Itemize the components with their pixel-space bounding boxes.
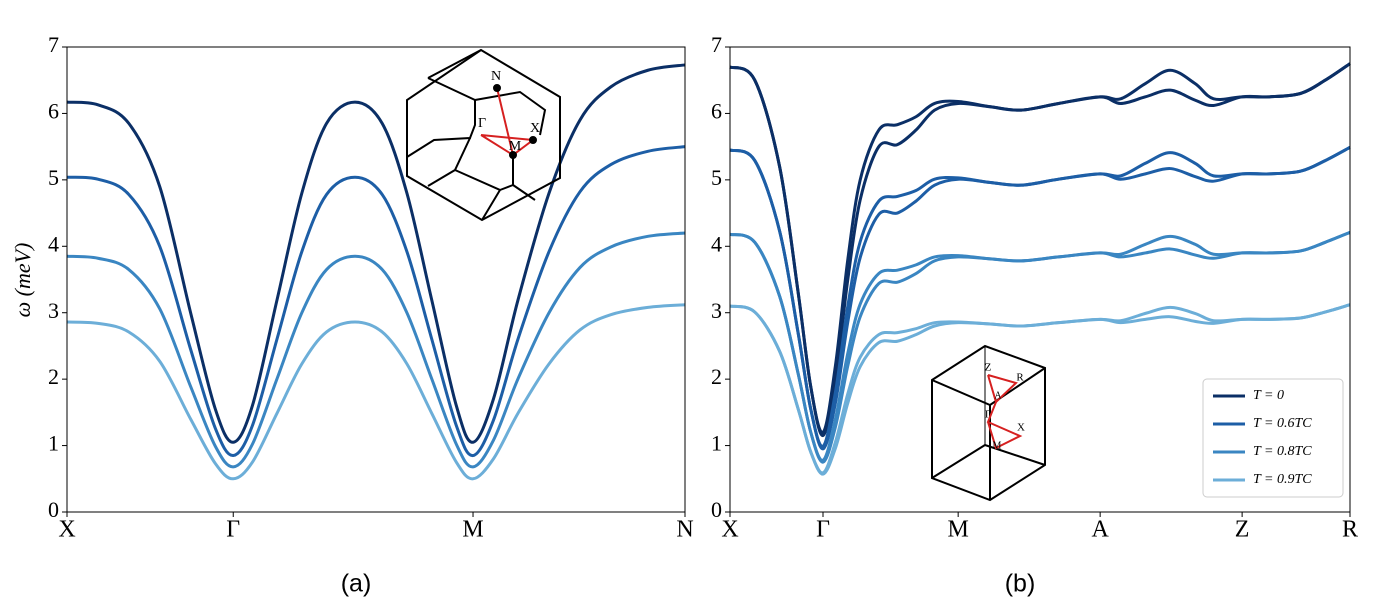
- y-axis-label: ω (meV): [10, 243, 35, 318]
- y-tick-label: 2: [711, 364, 722, 389]
- x-tick-label: N: [676, 517, 693, 543]
- inset-label: Γ: [478, 116, 486, 131]
- y-tick-label: 3: [48, 298, 59, 323]
- y-tick-label: 4: [711, 231, 722, 256]
- path-line: [496, 87, 514, 156]
- inset-a: [406, 48, 561, 222]
- point: [493, 84, 501, 92]
- series-line: [729, 145, 1351, 451]
- series-line: [66, 145, 686, 458]
- zone-edge: [474, 90, 547, 136]
- series-line: [66, 231, 686, 469]
- path-line: [986, 401, 1023, 450]
- caption: (b): [1005, 570, 1036, 598]
- series-line: [729, 303, 1351, 476]
- inset-b: [931, 344, 1046, 502]
- x-tick-label: Γ: [816, 517, 830, 543]
- y-tick-label: 6: [711, 98, 722, 123]
- zone-edge: [427, 49, 482, 79]
- series-line: [66, 303, 686, 481]
- x-tick-label: Z: [1235, 517, 1250, 543]
- series-line: [729, 230, 1351, 464]
- x-tick-label: Γ: [226, 517, 240, 543]
- legend-label: T = 0: [1253, 388, 1284, 403]
- path-line: [480, 134, 536, 157]
- point: [529, 136, 537, 144]
- point: [509, 151, 517, 159]
- y-tick-label: 5: [711, 165, 722, 190]
- legend-label: T = 0.8TC: [1253, 444, 1312, 459]
- x-tick-label: R: [1342, 517, 1358, 543]
- zone-edge: [931, 367, 1046, 407]
- inset-label: Γ: [985, 409, 991, 421]
- inset-label: N: [491, 69, 501, 84]
- path-line: [987, 374, 1018, 404]
- caption: (a): [341, 570, 372, 598]
- x-tick-label: X: [721, 517, 738, 543]
- inset-label: A: [994, 390, 1002, 401]
- zone-edge: [427, 137, 471, 187]
- inset-label: X: [1017, 422, 1025, 434]
- series-line: [729, 62, 1351, 438]
- legend-label: T = 0.9TC: [1253, 472, 1312, 487]
- series-line: [729, 62, 1351, 434]
- zone-edge: [931, 443, 1046, 479]
- inset-label: Z: [985, 362, 992, 374]
- series-line: [66, 63, 686, 444]
- zone-edge: [499, 155, 514, 191]
- x-tick-label: X: [58, 517, 75, 543]
- inset-label: R: [1016, 372, 1024, 384]
- legend-label: T = 0.6TC: [1253, 416, 1312, 431]
- inset-label: M: [993, 440, 1002, 451]
- zone-edge: [406, 77, 476, 158]
- inset-label: M: [509, 139, 522, 154]
- y-tick-label: 5: [48, 165, 59, 190]
- plot-frame: [66, 46, 686, 513]
- y-tick-label: 2: [48, 364, 59, 389]
- y-tick-label: 0: [711, 497, 722, 522]
- plots: 0 1 2 3 4 5 6 7 X Γ M N (a) 0 1 2 3 4 5 6 7 X Γ M A Z R (b) T = 0 T =…: [48, 32, 1358, 598]
- panel: 0 1 2 3 4 5 6 7 X Γ M A Z R (b) T = 0 T = 0.6TC T = 0.8TC…: [711, 32, 1358, 598]
- x-tick-label: A: [1091, 517, 1109, 543]
- y-tick-label: 1: [48, 431, 59, 456]
- y-tick-label: 1: [711, 431, 722, 456]
- zone-edge: [454, 169, 502, 221]
- y-tick-label: 0: [48, 497, 59, 522]
- plot-frame: [729, 46, 1351, 513]
- y-tick-label: 4: [48, 231, 59, 256]
- zone-edge: [512, 184, 536, 201]
- y-tick-label: 6: [48, 98, 59, 123]
- x-tick-label: M: [947, 517, 968, 543]
- y-tick-label: 7: [48, 32, 59, 57]
- y-tick-label: 7: [711, 32, 722, 57]
- x-tick-label: M: [462, 517, 483, 543]
- panel: 0 1 2 3 4 5 6 7 X Γ M N (a): [48, 32, 694, 598]
- inset-label: X: [530, 121, 540, 136]
- y-tick-label: 3: [711, 298, 722, 323]
- legend-box: [1202, 378, 1344, 498]
